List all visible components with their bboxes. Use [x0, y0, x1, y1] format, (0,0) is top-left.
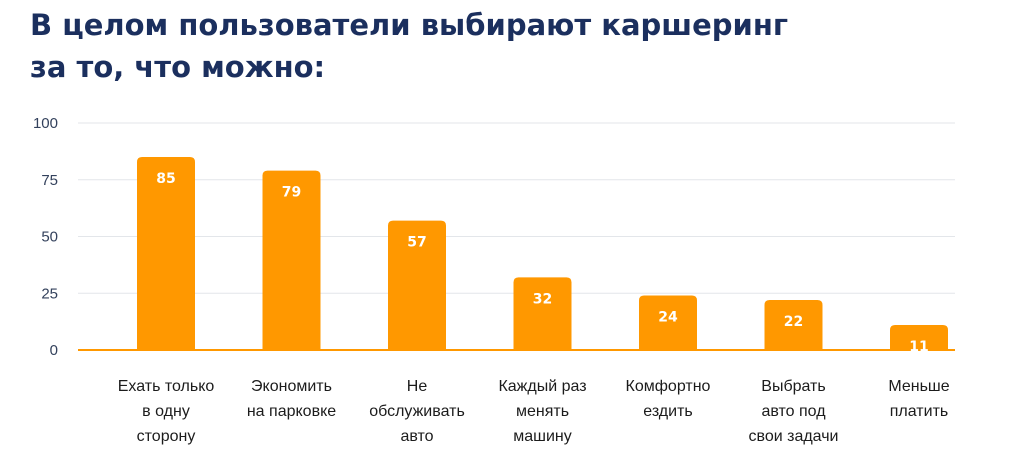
y-tick-label: 100	[33, 115, 58, 132]
bar	[513, 277, 572, 350]
bar	[137, 157, 195, 350]
grid-layer	[78, 122, 955, 294]
y-tick-label: 25	[41, 285, 58, 302]
data-label: 24	[658, 310, 678, 326]
x-tick-label: Ехать только в одну сторону	[118, 378, 215, 445]
x-tick-label: Выбрать авто под свои задачи	[749, 378, 839, 445]
data-label: 79	[282, 185, 301, 201]
data-label: 22	[784, 314, 803, 330]
x-tick-label: Меньше платить	[888, 378, 949, 420]
bar	[764, 300, 823, 350]
x-tick-label: Не обслуживать авто	[369, 378, 465, 445]
y-tick-label: 0	[50, 342, 58, 359]
data-label: 85	[156, 171, 175, 187]
x-tick-label: Экономить на парковке	[247, 378, 336, 420]
chart-title: В целом пользователи выбирают каршеринг …	[30, 8, 789, 84]
data-label: 57	[407, 235, 426, 251]
bar	[388, 220, 446, 350]
labels-layer: 0 25 50 75 100 85 Ехать только в одну сторону 79 Э…	[33, 115, 950, 445]
data-label: 11	[909, 339, 928, 355]
data-label: 32	[533, 291, 552, 307]
x-tick-label: Комфортно ездить	[626, 378, 711, 420]
bar	[639, 295, 697, 350]
bar	[262, 170, 321, 350]
bar	[890, 325, 948, 350]
bars-layer	[137, 157, 948, 350]
x-tick-label: Каждый раз менять машину	[498, 378, 586, 445]
y-tick-label: 50	[41, 229, 58, 246]
y-tick-label: 75	[41, 172, 58, 189]
